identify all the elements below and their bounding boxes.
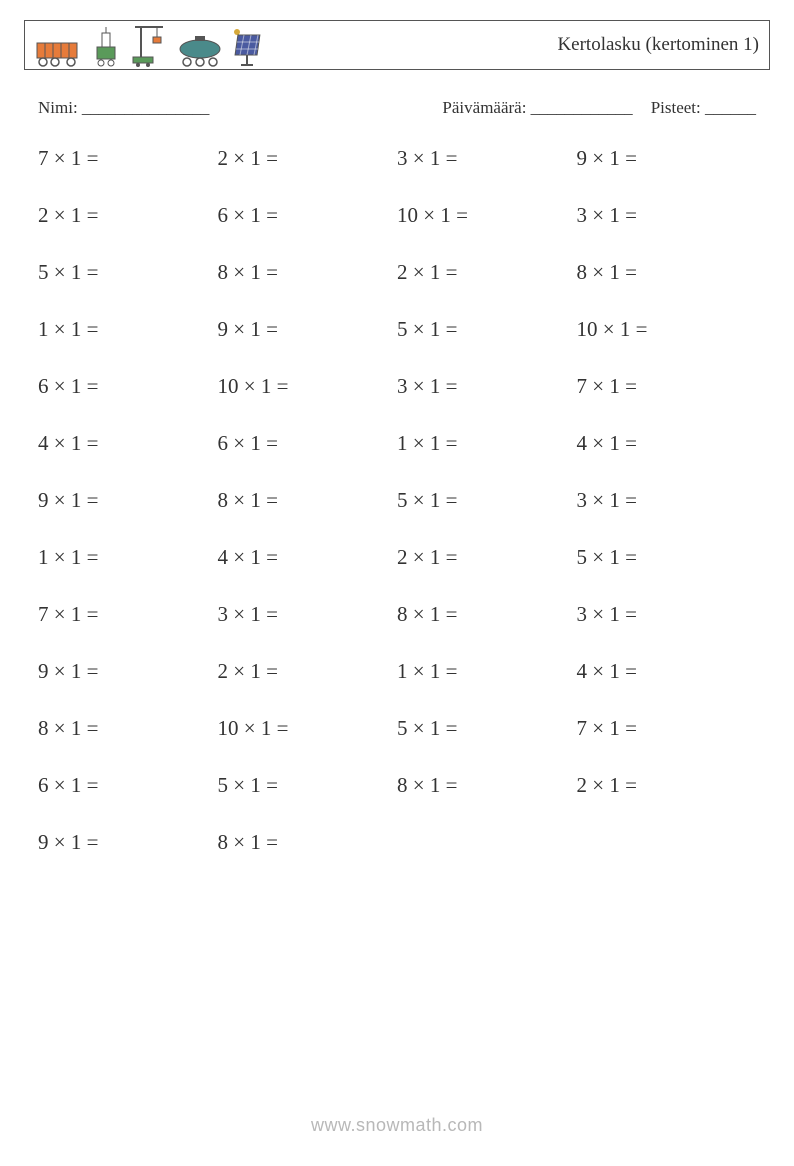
problem-cell: 7 × 1 = <box>38 146 218 171</box>
problem-cell: 2 × 1 = <box>218 659 398 684</box>
problem-cell: 8 × 1 = <box>397 602 577 627</box>
problem-cell: 4 × 1 = <box>577 431 757 456</box>
problem-cell: 1 × 1 = <box>38 317 218 342</box>
date-field: Päivämäärä: ____________ <box>442 98 632 118</box>
problem-cell: 10 × 1 = <box>577 317 757 342</box>
score-field: Pisteet: ______ <box>651 98 756 118</box>
problem-cell: 8 × 1 = <box>397 773 577 798</box>
problem-cell: 9 × 1 = <box>38 659 218 684</box>
tanker-icon <box>175 33 225 67</box>
problem-cell: 6 × 1 = <box>218 431 398 456</box>
crane-small-icon <box>89 27 123 67</box>
problem-cell: 3 × 1 = <box>577 602 757 627</box>
problem-cell: 4 × 1 = <box>577 659 757 684</box>
problem-cell: 8 × 1 = <box>218 488 398 513</box>
problem-cell: 8 × 1 = <box>577 260 757 285</box>
problem-cell: 5 × 1 = <box>397 488 577 513</box>
problems-grid: 7 × 1 =2 × 1 =3 × 1 =9 × 1 =2 × 1 =6 × 1… <box>24 146 770 855</box>
problem-cell: 8 × 1 = <box>218 260 398 285</box>
name-field: Nimi: _______________ <box>38 98 442 118</box>
solar-panel-icon <box>231 27 265 67</box>
problem-cell: 6 × 1 = <box>218 203 398 228</box>
problem-cell: 6 × 1 = <box>38 773 218 798</box>
problem-cell: 3 × 1 = <box>577 203 757 228</box>
problem-cell: 10 × 1 = <box>397 203 577 228</box>
problem-cell: 2 × 1 = <box>397 260 577 285</box>
footer-url: www.snowmath.com <box>24 1115 770 1136</box>
problem-cell: 5 × 1 = <box>38 260 218 285</box>
problem-cell: 3 × 1 = <box>577 488 757 513</box>
problem-cell: 1 × 1 = <box>397 431 577 456</box>
problem-cell: 1 × 1 = <box>38 545 218 570</box>
problem-cell: 5 × 1 = <box>218 773 398 798</box>
problem-cell: 1 × 1 = <box>397 659 577 684</box>
worksheet-title: Kertolasku (kertominen 1) <box>557 34 759 56</box>
problem-cell: 2 × 1 = <box>577 773 757 798</box>
problem-cell: 9 × 1 = <box>218 317 398 342</box>
problem-cell: 9 × 1 = <box>577 146 757 171</box>
problem-cell: 5 × 1 = <box>397 716 577 741</box>
problem-cell: 7 × 1 = <box>38 602 218 627</box>
problem-cell: 5 × 1 = <box>577 545 757 570</box>
problem-cell: 10 × 1 = <box>218 374 398 399</box>
problem-cell: 8 × 1 = <box>218 830 398 855</box>
problem-cell: 5 × 1 = <box>397 317 577 342</box>
problem-cell: 7 × 1 = <box>577 374 757 399</box>
train-icon <box>35 33 83 67</box>
meta-row: Nimi: _______________ Päivämäärä: ______… <box>24 98 770 118</box>
problem-cell: 3 × 1 = <box>397 146 577 171</box>
crane-tall-icon <box>129 23 169 67</box>
problem-cell: 10 × 1 = <box>218 716 398 741</box>
problem-cell: 3 × 1 = <box>218 602 398 627</box>
problem-cell: 2 × 1 = <box>218 146 398 171</box>
problem-cell: 8 × 1 = <box>38 716 218 741</box>
header-icons <box>35 23 265 67</box>
problem-cell: 4 × 1 = <box>38 431 218 456</box>
problem-cell: 3 × 1 = <box>397 374 577 399</box>
worksheet-page: Kertolasku (kertominen 1) Nimi: ________… <box>0 0 794 1166</box>
header-box: Kertolasku (kertominen 1) <box>24 20 770 70</box>
problem-cell: 6 × 1 = <box>38 374 218 399</box>
problem-cell: 4 × 1 = <box>218 545 398 570</box>
problem-cell: 9 × 1 = <box>38 488 218 513</box>
problem-cell: 9 × 1 = <box>38 830 218 855</box>
problem-cell: 2 × 1 = <box>38 203 218 228</box>
problem-cell: 7 × 1 = <box>577 716 757 741</box>
problem-cell: 2 × 1 = <box>397 545 577 570</box>
